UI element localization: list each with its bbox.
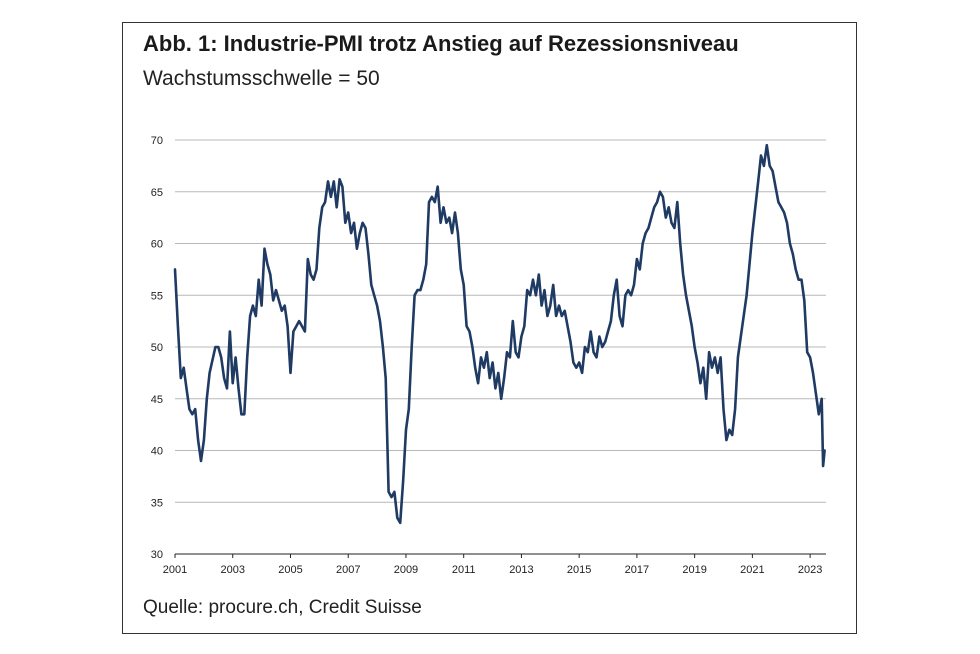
x-tick-label: 2019 xyxy=(682,564,706,576)
chart-title: Abb. 1: Industrie-PMI trotz Anstieg auf … xyxy=(143,31,739,56)
x-tick-label: 2009 xyxy=(394,564,418,576)
x-tick-label: 2003 xyxy=(220,564,244,576)
y-tick-label: 50 xyxy=(151,342,163,354)
x-tick-label: 2013 xyxy=(509,564,533,576)
x-tick-label: 2011 xyxy=(452,564,476,576)
y-tick-label: 40 xyxy=(151,446,163,458)
y-tick-label: 65 xyxy=(151,187,163,199)
y-tick-label: 70 xyxy=(151,135,163,147)
x-tick-label: 2001 xyxy=(163,564,187,576)
x-tick-label: 2021 xyxy=(740,564,764,576)
y-tick-label: 55 xyxy=(151,290,163,302)
y-tick-label: 30 xyxy=(151,549,163,561)
x-tick-label: 2005 xyxy=(278,564,302,576)
x-tick-label: 2007 xyxy=(336,564,360,576)
x-tick-label: 2017 xyxy=(625,564,649,576)
pmi-line-chart: 30 35 40 45 50 55 60 65 70 2001 2003 2005 2007 2009 20… xyxy=(151,135,826,576)
chart-frame: Abb. 1: Industrie-PMI trotz Anstieg auf … xyxy=(122,22,857,634)
chart-source: Quelle: procure.ch, Credit Suisse xyxy=(143,597,422,618)
x-tick-label: 2023 xyxy=(798,564,822,576)
x-tick-label: 2015 xyxy=(567,564,591,576)
y-tick-label: 35 xyxy=(151,497,163,509)
series-line-pmi xyxy=(173,143,826,525)
y-tick-label: 45 xyxy=(151,394,163,406)
chart-subtitle: Wachstumsschwelle = 50 xyxy=(143,67,380,90)
y-tick-label: 60 xyxy=(151,239,163,251)
